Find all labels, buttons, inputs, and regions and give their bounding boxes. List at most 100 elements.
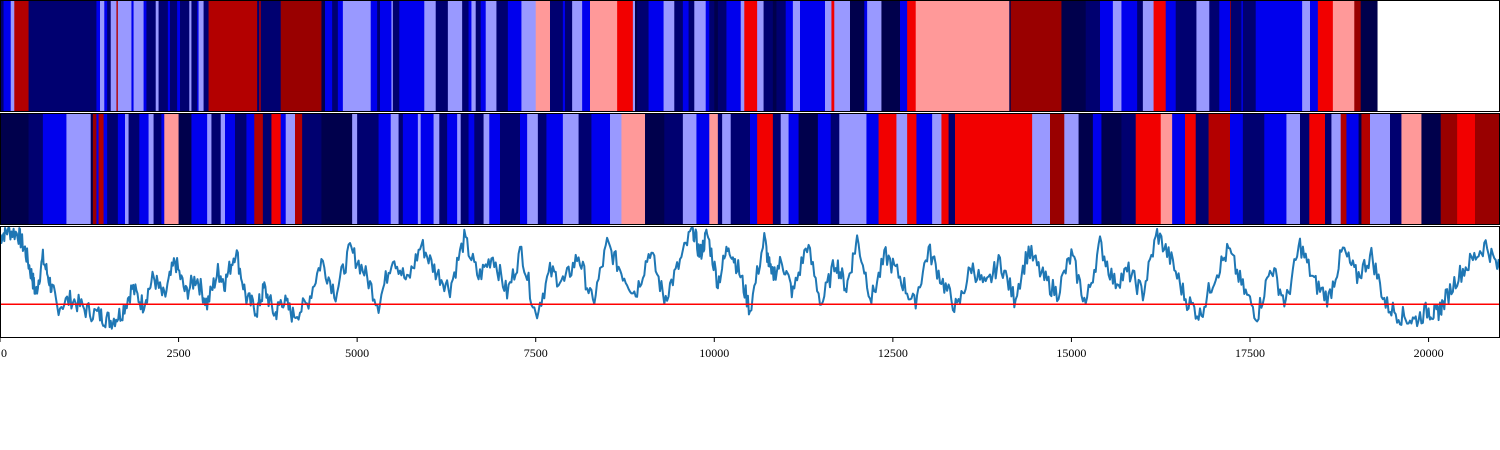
middle-band-segment: [772, 113, 782, 225]
top-band-segment: [131, 0, 134, 112]
middle-band-segment: [420, 113, 434, 225]
middle-band-segment: [916, 113, 933, 225]
x-tick-label: 17500: [1235, 346, 1265, 360]
top-band-segment: [380, 0, 392, 112]
middle-band-segment: [682, 113, 697, 225]
middle-band-segment: [153, 113, 162, 225]
middle-band-segment: [610, 113, 622, 225]
middle-band-segment: [730, 113, 751, 225]
top-band-segment: [1317, 0, 1334, 112]
middle-band-segment: [1309, 113, 1326, 225]
top-band-segment: [635, 0, 638, 112]
middle-band-segment: [262, 113, 272, 225]
top-band-segment: [831, 0, 835, 112]
middle-band-segment: [483, 113, 490, 225]
top-band-segment: [10, 0, 15, 112]
top-band-segment: [110, 0, 117, 112]
top-band-segment: [155, 0, 159, 112]
middle-band-segment: [103, 113, 108, 225]
middle-band-segment: [474, 113, 484, 225]
middle-band-segment: [1032, 113, 1051, 225]
top-band-segment: [0, 0, 4, 112]
middle-band-segment: [295, 113, 303, 225]
middle-band-segment: [780, 113, 789, 225]
middle-band-segment: [1121, 113, 1137, 225]
top-band-segment: [744, 0, 758, 112]
top-band-segment: [107, 0, 112, 112]
middle-band-segment: [948, 113, 956, 225]
top-band-segment: [468, 0, 472, 112]
middle-band-segment: [1230, 113, 1244, 225]
middle-band-segment: [1007, 113, 1033, 225]
middle-band-segment: [220, 113, 226, 225]
middle-band-segment: [117, 113, 126, 225]
middle-band-segment: [161, 113, 165, 225]
top-band-segment: [116, 0, 119, 112]
middle-band-segment: [896, 113, 908, 225]
top-band-segment: [189, 0, 192, 112]
middle-band-segment: [717, 113, 723, 225]
middle-band-segment: [520, 113, 528, 225]
top-band-segment: [521, 0, 537, 112]
x-tick-label: 2500: [167, 346, 191, 360]
middle-band-segment: [798, 113, 819, 225]
top-band-segment: [1310, 0, 1319, 112]
top-band-segment: [714, 0, 719, 112]
middle-band-segment: [645, 113, 665, 225]
top-band-segment: [471, 0, 477, 112]
middle-band-segment: [1078, 113, 1094, 225]
middle-band-segment: [839, 113, 867, 225]
top-band-segment: [757, 0, 764, 112]
middle-band-segment: [830, 113, 840, 225]
top-band-segment: [21, 0, 29, 112]
trace-line: [0, 227, 1500, 330]
middle-band-segment: [788, 113, 799, 225]
middle-band-segment: [164, 113, 179, 225]
top-band-segment: [562, 0, 566, 112]
x-tick-label: 20000: [1414, 346, 1444, 360]
top-band-segment: [203, 0, 209, 112]
middle-band-segment: [866, 113, 879, 225]
middle-band-segment: [402, 113, 419, 225]
x-tick-label: 10000: [699, 346, 729, 360]
x-tick-label: 12500: [878, 346, 908, 360]
middle-band-segment: [1475, 113, 1500, 225]
top-band-segment: [496, 0, 509, 112]
top-band-segment: [197, 0, 199, 112]
top-band-segment: [1242, 0, 1257, 112]
top-band-segment: [1142, 0, 1154, 112]
top-band-segment: [648, 0, 664, 112]
middle-band-segment: [98, 113, 104, 225]
middle-band-segment: [1264, 113, 1287, 225]
top-band-segment: [325, 0, 333, 112]
middle-band-segment: [285, 113, 296, 225]
middle-band-segment: [439, 113, 448, 225]
top-band-segment: [104, 0, 108, 112]
middle-band-segment: [591, 113, 611, 225]
top-band-segment: [180, 0, 190, 112]
middle-band-segment: [96, 113, 99, 225]
middle-band-segment: [321, 113, 353, 225]
top-band-segment: [1137, 0, 1144, 112]
top-band-segment: [834, 0, 851, 112]
heatmap-top-band: [0, 0, 1378, 112]
middle-band-segment: [1300, 113, 1310, 225]
top-band-segment: [133, 0, 144, 112]
middle-band-segment: [757, 113, 774, 225]
top-band-segment: [332, 0, 339, 112]
top-band-segment: [776, 0, 787, 112]
top-band-segment: [792, 0, 801, 112]
top-band-segment: [392, 0, 400, 112]
middle-band-segment: [1050, 113, 1065, 225]
top-band-segment: [590, 0, 618, 112]
top-band-segment: [1196, 0, 1210, 112]
top-band-segment: [280, 0, 322, 112]
top-band-segment: [582, 0, 591, 112]
top-band-segment: [1085, 0, 1101, 112]
middle-band-segment: [225, 113, 236, 225]
top-band-segment: [688, 0, 695, 112]
top-band-segment: [535, 0, 541, 112]
middle-band-segment: [1457, 113, 1476, 225]
middle-band-segment: [92, 113, 97, 225]
top-band-segment: [572, 0, 583, 112]
